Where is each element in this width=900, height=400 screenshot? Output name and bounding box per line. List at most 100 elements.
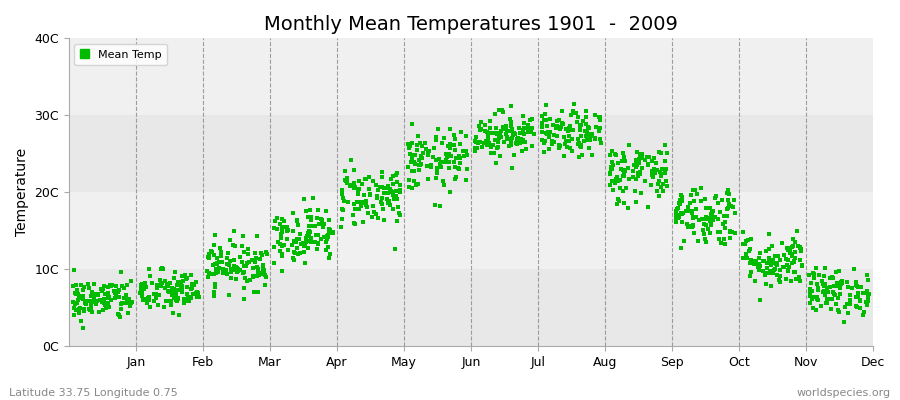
Point xyxy=(442,159,456,165)
Point xyxy=(74,282,88,288)
Point xyxy=(794,246,808,252)
Point xyxy=(747,261,761,267)
Point xyxy=(369,182,383,188)
Point xyxy=(482,130,496,137)
Point xyxy=(588,112,602,118)
Point xyxy=(703,205,717,212)
Point xyxy=(786,253,800,259)
Point xyxy=(138,297,152,303)
Point xyxy=(381,183,395,189)
Point xyxy=(340,180,355,186)
Point xyxy=(440,153,454,160)
Point xyxy=(506,132,520,138)
Point xyxy=(293,250,308,256)
Point xyxy=(467,147,482,154)
Point xyxy=(703,229,717,236)
Point xyxy=(760,260,774,266)
Point xyxy=(504,123,518,129)
Point xyxy=(181,295,195,301)
Point xyxy=(849,282,863,288)
Point xyxy=(207,242,221,249)
Point xyxy=(167,290,182,296)
Bar xyxy=(69,269,873,346)
Point xyxy=(84,300,98,307)
Point xyxy=(91,292,105,298)
Point xyxy=(69,291,84,298)
Point xyxy=(680,208,694,215)
Point xyxy=(92,309,106,315)
Point xyxy=(675,210,689,217)
Point xyxy=(790,228,805,234)
Point xyxy=(339,178,354,184)
Point xyxy=(655,166,670,172)
Point xyxy=(633,169,647,176)
Point xyxy=(447,176,462,182)
Point xyxy=(304,234,319,241)
Point xyxy=(154,266,168,272)
Point xyxy=(188,290,202,297)
Point xyxy=(747,258,761,264)
Point xyxy=(688,187,702,193)
Point xyxy=(385,192,400,199)
Point xyxy=(75,294,89,300)
Point xyxy=(134,288,148,294)
Point xyxy=(811,296,825,303)
Point xyxy=(84,306,98,312)
Point xyxy=(538,102,553,108)
Point xyxy=(543,116,557,123)
Point xyxy=(469,134,483,140)
Point xyxy=(763,268,778,274)
Point xyxy=(860,272,875,278)
Point xyxy=(142,304,157,310)
Point xyxy=(617,167,632,173)
Point xyxy=(71,296,86,303)
Point xyxy=(658,158,672,164)
Point xyxy=(634,165,649,171)
Point xyxy=(562,132,576,139)
Point xyxy=(616,166,630,173)
Point xyxy=(259,250,274,257)
Point xyxy=(577,138,591,144)
Point xyxy=(682,223,697,229)
Point xyxy=(491,144,505,150)
Point xyxy=(764,260,778,266)
Point xyxy=(860,288,874,294)
Point xyxy=(428,145,442,151)
Y-axis label: Temperature: Temperature xyxy=(15,148,29,236)
Point xyxy=(698,215,713,222)
Point xyxy=(669,208,683,214)
Point xyxy=(585,131,599,137)
Point xyxy=(169,291,184,297)
Point xyxy=(563,127,578,133)
Point xyxy=(112,294,126,300)
Point xyxy=(548,124,562,131)
Point xyxy=(652,193,667,199)
Point xyxy=(290,216,304,223)
Point xyxy=(626,168,640,174)
Point xyxy=(155,265,169,272)
Point xyxy=(572,126,587,133)
Point xyxy=(772,279,787,286)
Point xyxy=(220,261,234,267)
Point xyxy=(459,133,473,140)
Point xyxy=(68,305,82,311)
Point xyxy=(67,267,81,273)
Point xyxy=(480,129,494,135)
Point xyxy=(355,200,369,206)
Point xyxy=(302,229,317,235)
Point xyxy=(367,209,382,215)
Point xyxy=(616,150,631,157)
Point xyxy=(615,158,629,164)
Point xyxy=(487,150,501,156)
Point xyxy=(254,250,268,257)
Point xyxy=(301,214,315,220)
Point xyxy=(176,299,191,306)
Point xyxy=(820,285,834,291)
Point xyxy=(550,118,564,124)
Point xyxy=(793,244,807,250)
Point xyxy=(856,311,870,318)
Point xyxy=(681,204,696,210)
Point xyxy=(809,296,824,302)
Point xyxy=(505,164,519,171)
Point xyxy=(210,255,224,262)
